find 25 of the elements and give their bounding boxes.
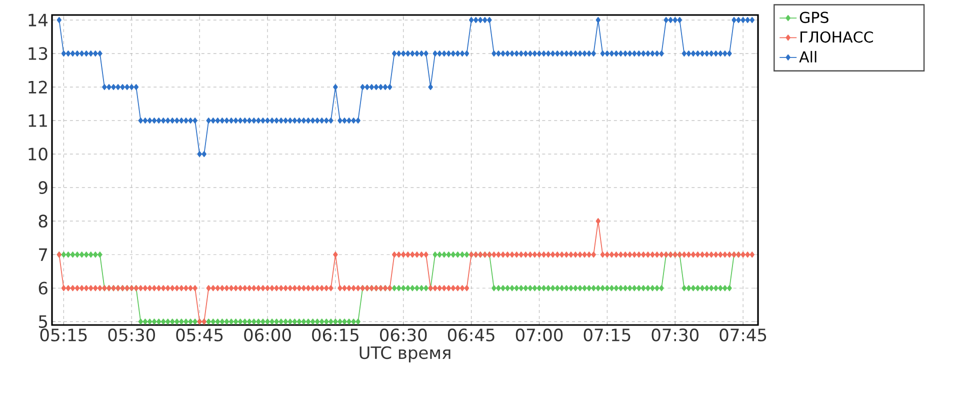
x-tick-label: 05:45 bbox=[176, 328, 223, 342]
x-tick-label: 06:45 bbox=[448, 328, 494, 342]
y-tick-label: 14 bbox=[28, 14, 48, 26]
x-tick-label: 07:30 bbox=[652, 328, 698, 342]
y-tick-label: 8 bbox=[38, 214, 48, 228]
y-tick-label: 11 bbox=[28, 114, 47, 127]
x-axis-title: UTC время bbox=[360, 346, 450, 362]
y-tick-label: 13 bbox=[28, 47, 48, 60]
x-tick-label: 07:45 bbox=[720, 328, 766, 342]
x-tick-label: 05:15 bbox=[40, 328, 87, 342]
x-tick-label: 06:30 bbox=[380, 328, 427, 342]
x-tick-label: 07:00 bbox=[516, 328, 563, 342]
y-tick-label: 9 bbox=[38, 181, 48, 194]
y-tick-label: 10 bbox=[28, 148, 48, 160]
y-tick-label: 6 bbox=[38, 282, 48, 295]
legend-label: GPS bbox=[800, 12, 828, 24]
y-tick-label: 12 bbox=[28, 80, 47, 94]
legend-label: All bbox=[799, 50, 816, 62]
legend-label: ГЛОНАСС bbox=[800, 31, 873, 43]
x-tick-label: 06:15 bbox=[312, 328, 358, 342]
y-tick-label: 5 bbox=[38, 315, 47, 328]
y-tick-label: 7 bbox=[39, 248, 48, 261]
x-tick-label: 05:30 bbox=[108, 328, 155, 342]
x-tick-label: 07:15 bbox=[584, 328, 630, 342]
x-tick-label: 06:00 bbox=[244, 328, 291, 342]
